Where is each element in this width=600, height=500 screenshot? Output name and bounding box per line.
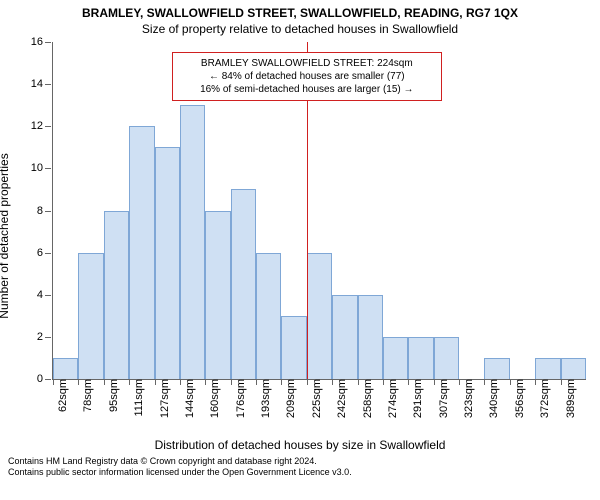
bar bbox=[332, 295, 357, 379]
x-tick-label: 258sqm bbox=[362, 379, 374, 418]
bar bbox=[104, 211, 129, 380]
annotation-line: BRAMLEY SWALLOWFIELD STREET: 224sqm bbox=[179, 57, 435, 70]
x-tick bbox=[256, 379, 257, 385]
x-tick bbox=[307, 379, 308, 385]
bar bbox=[561, 358, 586, 379]
bar bbox=[434, 337, 459, 379]
y-tick bbox=[45, 42, 51, 43]
x-tick bbox=[155, 379, 156, 385]
y-tick-label: 4 bbox=[19, 289, 43, 301]
page-title: BRAMLEY, SWALLOWFIELD STREET, SWALLOWFIE… bbox=[8, 6, 592, 20]
bar bbox=[484, 358, 509, 379]
annotation-line: 16% of semi-detached houses are larger (… bbox=[179, 83, 435, 96]
x-tick bbox=[383, 379, 384, 385]
footer-line-2: Contains public sector information licen… bbox=[8, 467, 592, 478]
y-tick-label: 16 bbox=[19, 36, 43, 48]
y-tick-label: 0 bbox=[19, 373, 43, 385]
x-tick-label: 62sqm bbox=[57, 379, 69, 412]
x-tick bbox=[205, 379, 206, 385]
bar bbox=[129, 126, 154, 379]
x-tick bbox=[180, 379, 181, 385]
y-tick-label: 10 bbox=[19, 162, 43, 174]
y-tick-label: 2 bbox=[19, 331, 43, 343]
x-tick-label: 389sqm bbox=[565, 379, 577, 418]
chart-area: Number of detached properties 0246810121… bbox=[8, 36, 592, 436]
y-axis-label: Number of detached properties bbox=[0, 153, 11, 318]
x-tick bbox=[484, 379, 485, 385]
y-tick bbox=[45, 126, 51, 127]
x-tick bbox=[561, 379, 562, 385]
x-tick-label: 95sqm bbox=[108, 379, 120, 412]
x-axis-label: Distribution of detached houses by size … bbox=[8, 438, 592, 452]
page-subtitle: Size of property relative to detached ho… bbox=[8, 22, 592, 36]
x-tick-label: 323sqm bbox=[463, 379, 475, 418]
x-tick-label: 242sqm bbox=[336, 379, 348, 418]
annotation-line: ← 84% of detached houses are smaller (77… bbox=[179, 70, 435, 83]
bar bbox=[256, 253, 281, 379]
x-tick bbox=[332, 379, 333, 385]
x-tick bbox=[53, 379, 54, 385]
y-tick-label: 8 bbox=[19, 205, 43, 217]
y-tick bbox=[45, 337, 51, 338]
bar bbox=[53, 358, 78, 379]
y-tick-label: 6 bbox=[19, 247, 43, 259]
y-tick bbox=[45, 379, 51, 380]
x-tick-label: 274sqm bbox=[387, 379, 399, 418]
bar bbox=[205, 211, 230, 380]
bar bbox=[358, 295, 383, 379]
bar bbox=[307, 253, 332, 379]
y-tick bbox=[45, 253, 51, 254]
bar bbox=[535, 358, 560, 379]
bar bbox=[155, 147, 180, 379]
x-tick-label: 176sqm bbox=[235, 379, 247, 418]
bar bbox=[180, 105, 205, 379]
annotation-box: BRAMLEY SWALLOWFIELD STREET: 224sqm← 84%… bbox=[172, 52, 442, 101]
x-tick-label: 209sqm bbox=[285, 379, 297, 418]
x-tick-label: 111sqm bbox=[133, 379, 145, 417]
y-tick bbox=[45, 168, 51, 169]
x-tick bbox=[408, 379, 409, 385]
x-tick-label: 340sqm bbox=[488, 379, 500, 418]
bar bbox=[78, 253, 103, 379]
x-tick bbox=[129, 379, 130, 385]
x-tick-label: 372sqm bbox=[539, 379, 551, 418]
y-tick bbox=[45, 211, 51, 212]
x-tick-label: 160sqm bbox=[209, 379, 221, 418]
x-tick-label: 225sqm bbox=[311, 379, 323, 418]
x-tick-label: 193sqm bbox=[260, 379, 272, 418]
x-tick bbox=[434, 379, 435, 385]
x-tick bbox=[358, 379, 359, 385]
footer-line-1: Contains HM Land Registry data © Crown c… bbox=[8, 456, 592, 467]
x-tick-label: 356sqm bbox=[514, 379, 526, 418]
x-tick-label: 78sqm bbox=[82, 379, 94, 412]
x-tick bbox=[78, 379, 79, 385]
y-tick bbox=[45, 84, 51, 85]
x-tick-label: 307sqm bbox=[438, 379, 450, 418]
y-tick bbox=[45, 295, 51, 296]
bar bbox=[408, 337, 433, 379]
x-tick bbox=[459, 379, 460, 385]
x-tick-label: 127sqm bbox=[159, 379, 171, 418]
x-tick bbox=[104, 379, 105, 385]
bar bbox=[383, 337, 408, 379]
x-tick-label: 144sqm bbox=[184, 379, 196, 418]
x-tick bbox=[231, 379, 232, 385]
bar bbox=[231, 189, 256, 379]
x-tick-label: 291sqm bbox=[412, 379, 424, 418]
footer: Contains HM Land Registry data © Crown c… bbox=[8, 456, 592, 479]
x-tick bbox=[510, 379, 511, 385]
plot: 024681012141662sqm78sqm95sqm111sqm127sqm… bbox=[52, 42, 586, 380]
x-tick bbox=[281, 379, 282, 385]
bar bbox=[281, 316, 306, 379]
y-tick-label: 14 bbox=[19, 78, 43, 90]
y-tick-label: 12 bbox=[19, 120, 43, 132]
x-tick bbox=[535, 379, 536, 385]
